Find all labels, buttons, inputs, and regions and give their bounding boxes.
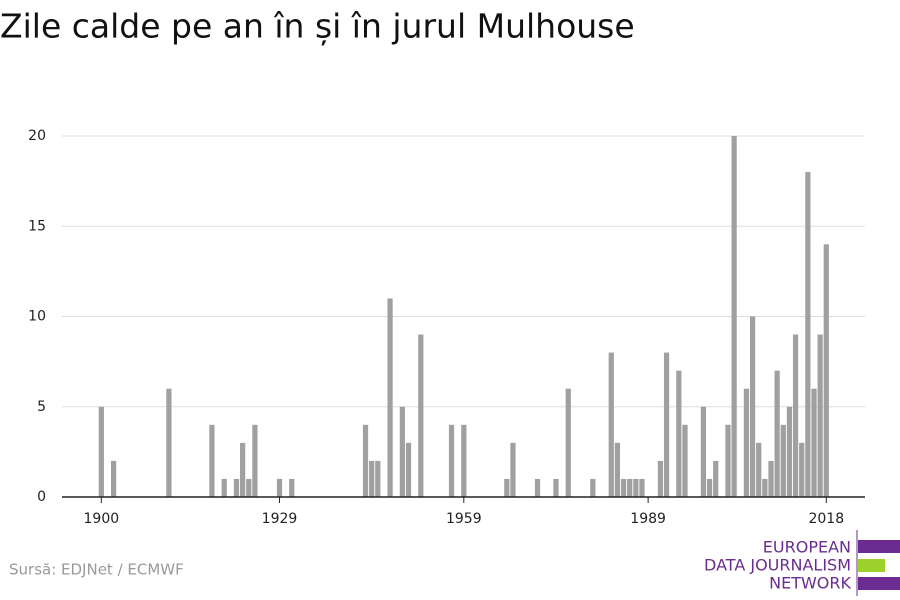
x-tick-label: 2018 bbox=[808, 511, 844, 527]
y-tick-label: 0 bbox=[37, 489, 46, 505]
bar bbox=[252, 424, 258, 497]
bar bbox=[682, 424, 688, 497]
bar bbox=[676, 370, 682, 497]
bar bbox=[786, 406, 793, 497]
x-tick-label: 1989 bbox=[630, 511, 666, 527]
bar bbox=[663, 352, 670, 497]
bar bbox=[461, 424, 467, 497]
bar bbox=[240, 442, 246, 497]
bar bbox=[768, 460, 774, 497]
bar bbox=[405, 442, 412, 497]
logo-text: NETWORK bbox=[769, 574, 851, 593]
logo-bar bbox=[858, 540, 900, 553]
bar bbox=[725, 424, 731, 497]
bar bbox=[706, 478, 713, 497]
bar bbox=[743, 388, 750, 497]
y-tick-label: 10 bbox=[28, 309, 46, 325]
source: Sursă: EDJNet / ECMWF bbox=[9, 561, 184, 579]
bar bbox=[627, 478, 633, 497]
y-tick-label: 15 bbox=[28, 218, 46, 234]
bar bbox=[620, 478, 627, 497]
bar bbox=[657, 460, 664, 497]
bar bbox=[221, 478, 227, 497]
bar bbox=[166, 388, 172, 497]
bar bbox=[811, 388, 817, 497]
bar bbox=[749, 316, 756, 497]
bar bbox=[504, 478, 510, 497]
logo-bar bbox=[858, 577, 900, 590]
bar bbox=[713, 460, 719, 497]
x-tick-label: 1929 bbox=[262, 511, 298, 527]
bar bbox=[780, 424, 786, 497]
bar bbox=[633, 478, 639, 497]
bar bbox=[639, 478, 645, 497]
bar bbox=[448, 424, 455, 497]
bar bbox=[553, 478, 559, 497]
x-tick-label: 1959 bbox=[446, 511, 482, 527]
bar bbox=[565, 388, 571, 497]
logo-text: EUROPEAN bbox=[763, 538, 851, 557]
bar bbox=[362, 424, 369, 497]
bar bbox=[823, 244, 829, 497]
bar bbox=[792, 334, 799, 497]
bar bbox=[614, 442, 621, 497]
bar bbox=[731, 136, 737, 497]
bar bbox=[289, 478, 295, 497]
bar bbox=[762, 478, 768, 497]
bar bbox=[799, 442, 805, 497]
bar bbox=[98, 406, 104, 497]
y-tick-label: 20 bbox=[28, 128, 46, 144]
logo-text: DATA JOURNALISM bbox=[704, 556, 851, 575]
bar bbox=[805, 172, 811, 497]
bar bbox=[700, 406, 707, 497]
bar bbox=[817, 334, 823, 497]
bar bbox=[387, 298, 393, 497]
bar bbox=[534, 478, 541, 497]
bar bbox=[399, 406, 405, 497]
bar bbox=[774, 370, 780, 497]
bar bbox=[276, 478, 283, 497]
y-tick-label: 5 bbox=[37, 399, 46, 415]
bar bbox=[246, 478, 252, 497]
chart-title: Zile calde pe an în și în jurul Mulhouse bbox=[0, 7, 635, 46]
bar bbox=[510, 442, 516, 497]
bar bbox=[375, 460, 381, 497]
bar bbox=[418, 334, 424, 497]
bar bbox=[209, 424, 215, 497]
bar bbox=[590, 478, 596, 497]
bar bbox=[756, 442, 762, 497]
logo-bar bbox=[858, 559, 885, 572]
bar bbox=[608, 352, 614, 497]
x-tick-label: 1900 bbox=[84, 511, 120, 527]
bar bbox=[233, 478, 240, 497]
bar bbox=[369, 460, 375, 497]
bar bbox=[110, 460, 117, 497]
